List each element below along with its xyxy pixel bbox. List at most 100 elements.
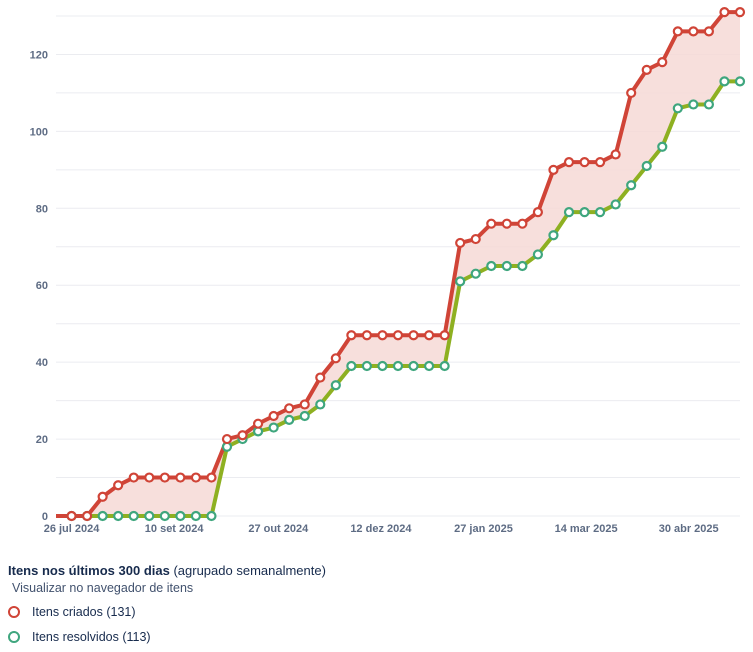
created-data-point[interactable]	[703, 26, 715, 37]
resolved-data-point[interactable]	[377, 360, 388, 372]
created-data-point[interactable]	[563, 157, 575, 168]
created-data-point[interactable]	[641, 64, 652, 75]
chart-caption-bold: Itens nos últimos 300 dias	[8, 563, 170, 578]
created-series-points	[66, 7, 746, 522]
created-data-point[interactable]	[361, 330, 373, 341]
resolved-data-point[interactable]	[113, 510, 124, 522]
created-data-point[interactable]	[128, 472, 139, 483]
resolved-data-point[interactable]	[657, 141, 668, 152]
created-data-point[interactable]	[330, 353, 341, 364]
created-data-point[interactable]	[81, 510, 93, 522]
created-data-point[interactable]	[175, 472, 186, 483]
created-data-point[interactable]	[144, 472, 155, 483]
resolved-data-point[interactable]	[703, 99, 715, 110]
resolved-data-point[interactable]	[175, 510, 186, 522]
created-data-point[interactable]	[610, 149, 621, 160]
resolved-data-point[interactable]	[284, 414, 295, 425]
created-data-point[interactable]	[579, 157, 590, 168]
resolved-data-point[interactable]	[330, 380, 341, 391]
resolved-data-point[interactable]	[97, 510, 108, 522]
created-data-point[interactable]	[97, 491, 108, 502]
created-data-point[interactable]	[299, 399, 310, 410]
created-data-point[interactable]	[688, 26, 699, 37]
created-data-point[interactable]	[66, 510, 77, 522]
resolved-data-point[interactable]	[517, 260, 528, 272]
created-data-point[interactable]	[594, 157, 606, 168]
created-data-point[interactable]	[439, 330, 450, 341]
resolved-data-point[interactable]	[594, 207, 606, 218]
issue-navigator-link[interactable]: Visualizar no navegador de itens	[12, 581, 194, 595]
resolved-data-point[interactable]	[470, 268, 481, 279]
created-data-point[interactable]	[377, 330, 388, 341]
resolved-data-point[interactable]	[486, 260, 497, 272]
created-data-point[interactable]	[190, 472, 202, 483]
resolved-data-point[interactable]	[439, 360, 450, 372]
gap-fill-area	[56, 12, 740, 517]
resolved-data-point[interactable]	[455, 276, 466, 287]
legend-item-resolved[interactable]: Itens resolvidos (113)	[8, 624, 748, 649]
resolved-data-point[interactable]	[206, 510, 217, 522]
legend-label-created: Itens criados (131)	[32, 604, 136, 619]
x-tick-label: 26 jul 2024	[44, 523, 101, 535]
created-data-point[interactable]	[284, 403, 295, 414]
created-data-point[interactable]	[237, 430, 248, 441]
created-data-point[interactable]	[268, 410, 279, 422]
resolved-data-point[interactable]	[563, 207, 575, 218]
created-data-point[interactable]	[672, 26, 683, 37]
created-data-point[interactable]	[532, 207, 544, 218]
created-data-point[interactable]	[159, 472, 170, 483]
y-tick-label: 40	[36, 357, 48, 369]
resolved-data-point[interactable]	[392, 360, 404, 372]
resolved-data-point[interactable]	[128, 510, 139, 522]
legend-label-resolved: Itens resolvidos (113)	[32, 629, 151, 644]
created-data-point[interactable]	[626, 87, 637, 99]
created-data-point[interactable]	[548, 164, 559, 175]
resolved-data-point[interactable]	[532, 249, 544, 260]
resolved-data-point[interactable]	[299, 410, 310, 422]
resolved-data-point[interactable]	[361, 360, 373, 372]
resolved-data-point[interactable]	[626, 180, 637, 191]
resolved-data-point[interactable]	[268, 422, 279, 433]
legend-item-created[interactable]: Itens criados (131)	[8, 599, 748, 624]
resolved-data-point[interactable]	[719, 76, 730, 87]
resolved-data-point[interactable]	[190, 510, 202, 522]
y-tick-label: 20	[36, 434, 48, 446]
created-data-point[interactable]	[315, 372, 326, 383]
created-data-point[interactable]	[408, 330, 419, 341]
resolved-data-point[interactable]	[159, 510, 170, 522]
created-data-point[interactable]	[734, 7, 746, 18]
resolved-data-point[interactable]	[144, 510, 155, 522]
created-data-point[interactable]	[719, 7, 730, 18]
resolved-data-point[interactable]	[423, 360, 435, 372]
resolved-data-point[interactable]	[688, 99, 699, 110]
y-axis-ticks: 0 20 40 60 80 100 120	[30, 49, 48, 523]
resolved-data-point[interactable]	[548, 230, 559, 241]
resolved-data-point[interactable]	[641, 160, 652, 172]
created-data-point[interactable]	[346, 330, 357, 341]
chart-footer: Itens nos últimos 300 dias (agrupado sem…	[8, 562, 748, 649]
created-data-point[interactable]	[501, 218, 512, 229]
resolved-data-point[interactable]	[501, 260, 512, 272]
created-data-point[interactable]	[252, 418, 264, 429]
created-data-point[interactable]	[206, 472, 217, 483]
created-data-point[interactable]	[486, 218, 497, 229]
created-data-point[interactable]	[392, 330, 404, 341]
resolved-data-point[interactable]	[346, 360, 357, 372]
y-tick-label: 80	[36, 203, 48, 215]
x-tick-label: 14 mar 2025	[555, 523, 618, 535]
created-data-point[interactable]	[423, 330, 435, 341]
created-data-point[interactable]	[455, 237, 466, 249]
resolved-data-point[interactable]	[734, 76, 746, 87]
resolved-data-point[interactable]	[315, 399, 326, 410]
resolved-data-point[interactable]	[672, 103, 683, 114]
created-data-point[interactable]	[221, 433, 233, 445]
resolved-data-point[interactable]	[408, 360, 419, 372]
created-data-point[interactable]	[657, 57, 668, 68]
created-data-point[interactable]	[470, 233, 481, 245]
y-tick-label: 0	[42, 511, 48, 523]
x-tick-label: 30 abr 2025	[659, 523, 719, 535]
resolved-data-point[interactable]	[610, 199, 621, 210]
resolved-data-point[interactable]	[579, 207, 590, 218]
created-data-point[interactable]	[517, 218, 528, 229]
created-data-point[interactable]	[113, 480, 124, 491]
